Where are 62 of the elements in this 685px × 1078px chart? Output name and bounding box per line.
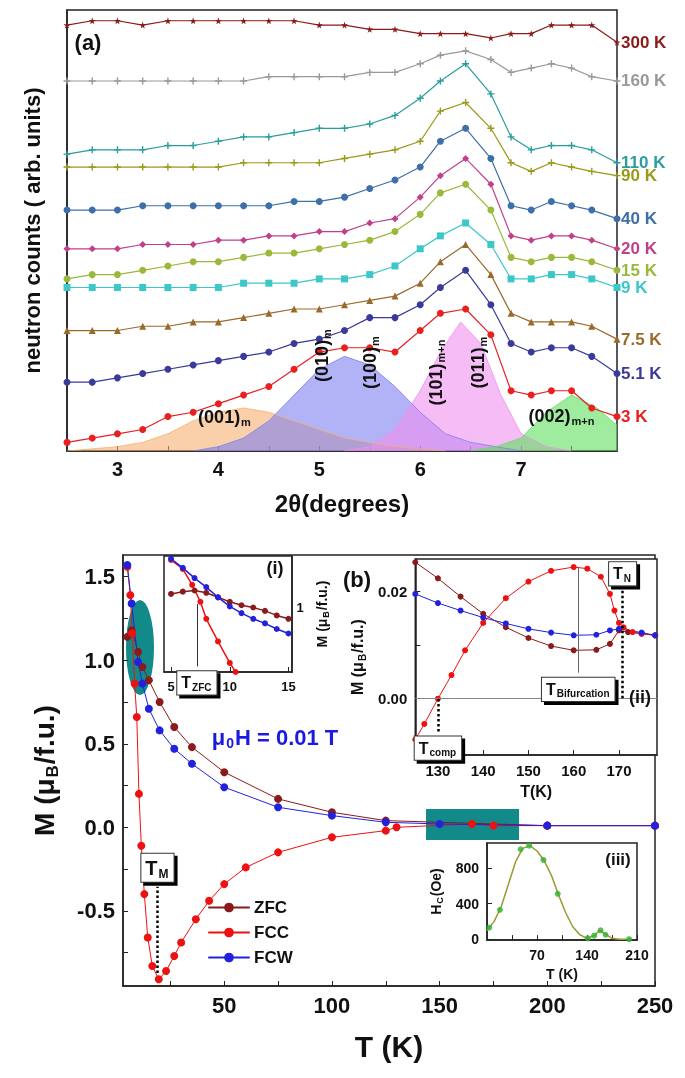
annotation: (101)m+n	[426, 339, 448, 406]
x-tick-label: 210	[625, 947, 649, 964]
x-tick-label: 150	[421, 992, 458, 1018]
x-tick-label: 3	[111, 458, 124, 480]
annotation: (a)	[74, 29, 102, 55]
annotation: (b)	[342, 566, 372, 592]
y-axis-title: M (μB/f.u.)	[349, 619, 368, 695]
series-label: 160 K	[621, 71, 668, 91]
x-tick-label: 150	[515, 762, 541, 780]
x-tick-label: 160	[561, 762, 587, 780]
x-tick-label: 170	[606, 762, 632, 780]
annotation: (100)m	[360, 335, 382, 389]
x-axis-title: T (K)	[354, 1029, 424, 1063]
y-tick-label: 0.5	[84, 731, 115, 757]
x-axis-title: 2θ(degrees)	[274, 489, 410, 517]
x-tick-label: 140	[575, 947, 599, 964]
x-tick-label: 4	[212, 458, 225, 480]
y-axis-title: M (μB/f.u.)	[28, 705, 62, 836]
x-tick-label: 70	[529, 947, 546, 964]
annotation: (ii)	[629, 687, 651, 707]
series-label: 300 K	[621, 32, 668, 52]
x-tick-label: 140	[470, 762, 496, 780]
y-tick-label: 1.0	[84, 647, 115, 673]
annotation: (010)m	[312, 328, 334, 382]
series-label: 3 K	[621, 407, 649, 427]
annotation: (iii)	[605, 849, 631, 869]
series-label: 9 K	[621, 278, 649, 298]
y-axis-title: neutron counts ( arb. units)	[19, 87, 45, 374]
x-tick-label: 250	[636, 992, 674, 1018]
y-tick-label: 0.0	[84, 814, 115, 840]
y-tick-label: 400	[455, 895, 480, 912]
legend-label: FCC	[254, 923, 289, 942]
y-axis-title: M (μB/f.u.)	[314, 580, 332, 648]
x-tick-label: 10	[222, 679, 237, 694]
series-label: 15 K	[621, 260, 658, 280]
x-tick-label: 15	[281, 679, 296, 694]
series-label: 5.1 K	[621, 364, 663, 384]
x-axis-title: T (K)	[546, 966, 578, 982]
annotation: (i)	[266, 558, 284, 578]
x-tick-label: 200	[528, 992, 566, 1018]
x-tick-label: 50	[211, 992, 237, 1018]
series-label: 40 K	[621, 209, 658, 229]
y-tick-label: 1.5	[84, 564, 115, 590]
legend-label: FCW	[254, 948, 294, 967]
y-tick-label: 0.00	[378, 690, 408, 708]
y-axis-title: HC(Oe)	[428, 868, 446, 915]
x-tick-label: 130	[425, 762, 451, 780]
series-label: 20 K	[621, 239, 658, 259]
y-tick-label: 0	[471, 931, 480, 948]
x-tick-label: 7	[515, 458, 527, 480]
y-tick-label: -0.5	[77, 898, 115, 924]
x-tick-label: 100	[313, 992, 351, 1018]
x-tick-label: 5	[313, 458, 325, 480]
annotation: (011)m	[468, 336, 490, 389]
series-label: 7.5 K	[621, 329, 663, 349]
legend-label: ZFC	[254, 898, 288, 917]
x-axis-title: T(K)	[520, 782, 553, 800]
y-tick-label: 800	[455, 859, 480, 876]
y-tick-label: 0.02	[378, 582, 408, 600]
annotation: 1	[296, 599, 304, 615]
x-tick-label: 5	[167, 679, 175, 694]
x-tick-label: 6	[414, 458, 426, 480]
